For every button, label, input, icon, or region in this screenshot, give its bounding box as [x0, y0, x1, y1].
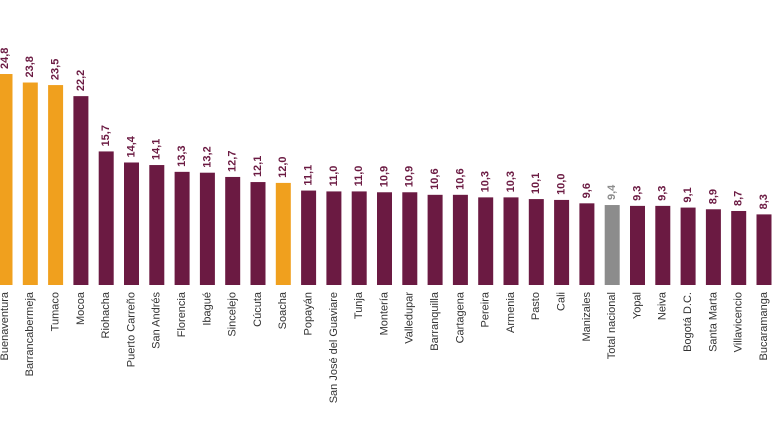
x-tick-label: Total nacional	[606, 292, 618, 359]
x-tick-label: Barrancabermeja	[24, 291, 36, 376]
x-tick-label: Mocoa	[75, 291, 87, 325]
x-tick-label: Villavicencio	[733, 292, 745, 352]
value-label: 22,2	[75, 70, 87, 91]
x-tick-label: Riohacha	[100, 291, 112, 338]
bar	[630, 205, 645, 285]
value-label: 14,4	[125, 135, 137, 157]
value-label: 8,3	[758, 194, 770, 209]
x-tick-label: Cartagena	[454, 291, 466, 343]
value-label: 12,1	[252, 156, 264, 177]
bar	[528, 199, 544, 285]
x-tick-label: Manizales	[581, 292, 593, 342]
bar	[604, 205, 620, 285]
value-label: 23,5	[50, 59, 62, 80]
value-label: 10,0	[556, 174, 568, 195]
value-label: 23,8	[24, 56, 36, 77]
x-tick-label: Barranquilla	[429, 291, 441, 351]
value-label: 15,7	[100, 125, 112, 146]
value-label: 9,6	[581, 183, 593, 198]
value-label: 9,4	[606, 184, 618, 200]
value-label: 11,0	[328, 166, 340, 187]
x-tick-label: Pereira	[480, 291, 492, 327]
x-tick-label: Buenaventura	[0, 291, 11, 360]
bar	[48, 85, 64, 286]
bar	[756, 214, 772, 285]
value-label: 14,1	[151, 139, 163, 160]
x-tick-label: Pasto	[530, 292, 542, 320]
bar	[22, 82, 38, 285]
bar	[225, 176, 241, 285]
bar	[478, 197, 494, 285]
bar	[579, 203, 595, 285]
value-label: 10,6	[454, 168, 466, 189]
value-label: 12,0	[277, 156, 289, 177]
x-tick-label: Valledupar	[404, 292, 416, 344]
x-tick-label: Santa Marta	[707, 291, 719, 352]
value-label: 10,1	[530, 173, 542, 194]
bar	[377, 192, 392, 285]
x-tick-label: Tunja	[353, 291, 365, 319]
value-label: 13,3	[176, 145, 188, 166]
value-label: 10,9	[378, 166, 390, 187]
value-label: 10,9	[404, 166, 416, 187]
bar	[554, 199, 570, 285]
x-tick-label: San Andrés	[151, 292, 163, 349]
bar	[351, 191, 367, 285]
value-label: 9,3	[657, 186, 669, 201]
bar	[503, 197, 519, 285]
x-tick-label: Cúcuta	[252, 291, 264, 327]
bar	[174, 171, 190, 285]
value-label: 10,3	[505, 171, 517, 192]
bar	[98, 151, 114, 285]
bar	[199, 172, 215, 285]
bar	[402, 192, 418, 285]
bar	[705, 209, 721, 285]
bar	[149, 165, 165, 285]
value-label: 9,1	[682, 187, 694, 202]
x-tick-label: Tumaco	[50, 292, 62, 331]
bar	[0, 74, 13, 285]
bar	[301, 190, 317, 285]
x-tick-label: Bogotá D.C.	[682, 292, 694, 352]
value-label: 8,9	[707, 189, 719, 204]
x-tick-label: Ibagué	[201, 292, 213, 326]
value-label: 11,1	[303, 165, 315, 186]
x-tick-label: Sincelejo	[227, 292, 239, 337]
value-label: 9,3	[631, 186, 643, 201]
x-tick-label: Neiva	[657, 291, 669, 320]
value-label: 10,6	[429, 168, 441, 189]
x-tick-label: Puerto Carreño	[125, 292, 137, 367]
value-label: 10,3	[480, 171, 492, 192]
x-tick-label: Montería	[378, 291, 390, 335]
bar	[124, 162, 139, 285]
x-tick-label: Florencia	[176, 291, 188, 337]
x-tick-label: Yopal	[631, 292, 643, 319]
value-label: 24,8	[0, 48, 11, 69]
value-label: 11,0	[353, 166, 365, 187]
x-tick-label: Armenia	[505, 291, 517, 333]
x-tick-label: Popayán	[303, 292, 315, 335]
bar	[452, 194, 468, 285]
bar	[250, 182, 266, 285]
bar	[427, 194, 443, 285]
bar	[275, 182, 291, 285]
value-label: 12,7	[227, 151, 239, 172]
x-tick-label: Bucaramanga	[758, 291, 770, 360]
bar	[680, 207, 696, 285]
bar	[731, 210, 747, 285]
x-tick-label: Soacha	[277, 291, 289, 329]
value-label: 13,2	[201, 146, 213, 167]
x-tick-label: Cali	[556, 292, 568, 311]
x-tick-label: San José del Guaviare	[328, 292, 340, 403]
value-label: 8,7	[733, 191, 745, 206]
bar	[73, 96, 89, 285]
bar	[655, 205, 671, 285]
bar	[326, 191, 342, 285]
